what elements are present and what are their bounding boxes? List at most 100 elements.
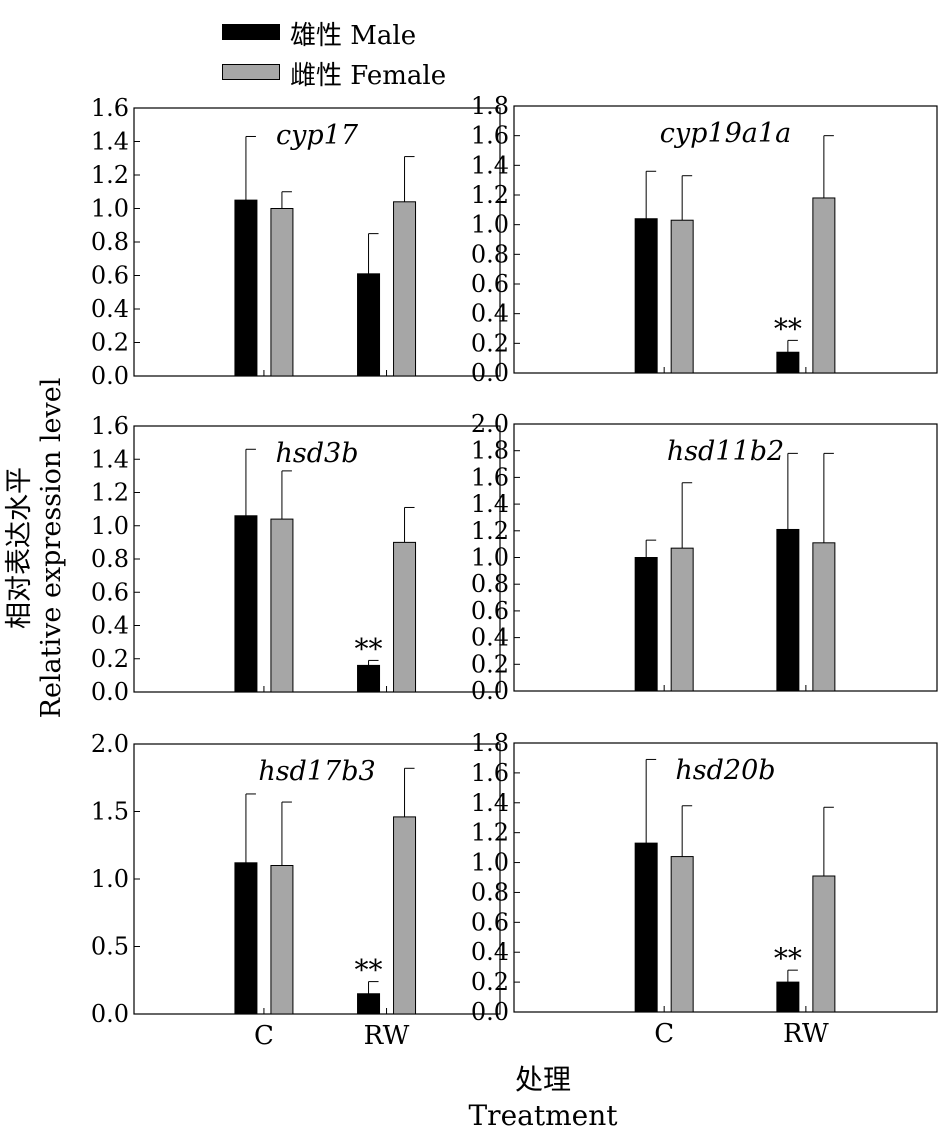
y-tick-label: 2.0: [471, 410, 509, 438]
panel-title: hsd17b3: [258, 756, 375, 787]
y-tick-label: 0.4: [91, 295, 129, 323]
plot-frame: [513, 105, 938, 374]
panel-hsd11b2: 0.00.20.40.60.81.01.21.41.61.82.0 hsd11b2: [471, 410, 938, 705]
y-tick-label: 0.6: [471, 597, 509, 625]
panel-title: cyp17: [276, 120, 359, 151]
legend-label-male: 雄性 Male: [290, 21, 417, 51]
bar-female-C: [670, 547, 694, 692]
bar-female-RW: [812, 875, 836, 1013]
bar-female-C: [270, 518, 294, 693]
x-axis-label-zh: 处理: [514, 1063, 572, 1096]
y-tick-label: 2.0: [91, 730, 129, 758]
legend-swatch-female: [222, 64, 280, 80]
y-tick-label: 0.8: [471, 240, 509, 268]
y-tick-label: 1.4: [471, 789, 509, 817]
bar-male-C: [634, 842, 658, 1013]
panel-title: hsd3b: [276, 438, 359, 469]
y-tick-label: 0.2: [91, 329, 129, 357]
bar-female-RW: [812, 542, 836, 692]
y-tick-label: 1.6: [471, 463, 509, 491]
y-tick-label: 1.6: [471, 759, 509, 787]
panel-hsd3b: 0.0 0.2 0.4 0.6 0.8 1.0 1.2 1.4 1.6 ** hsd3b: [91, 412, 501, 706]
y-tick-label: 1.2: [91, 479, 129, 507]
y-tick-label: 1.2: [471, 517, 509, 545]
y-tick-label: 0.2: [471, 329, 509, 357]
y-tick-label: 0.5: [91, 933, 129, 961]
panel-title: hsd20b: [675, 755, 775, 786]
y-tick-label: 0.6: [91, 262, 129, 290]
y-tick-label: 0.4: [471, 300, 509, 328]
y-tick-label: 1.2: [91, 161, 129, 189]
x-tick-label-RW: RW: [364, 1021, 410, 1051]
x-tick-label-C: C: [654, 1019, 674, 1049]
bar-male-RW: [357, 273, 381, 377]
bar-male-C: [634, 218, 658, 374]
legend-label-female: 雌性 Female: [290, 61, 447, 91]
y-tick-label: 1.2: [471, 819, 509, 847]
x-axis-label-en: Treatment: [468, 1099, 618, 1132]
y-tick-label: 0.0: [91, 678, 129, 706]
legend-swatch-male: [222, 24, 280, 40]
y-tick-label: 0.8: [471, 878, 509, 906]
y-tick-label: 0.0: [471, 359, 509, 387]
y-tick-label: 1.6: [91, 94, 129, 122]
y-tick-label: 1.6: [471, 122, 509, 150]
y-tick-label: 1.0: [91, 195, 129, 223]
bar-female-C: [670, 856, 694, 1013]
significance-marker: **: [355, 632, 383, 665]
bar-female-RW: [393, 541, 417, 693]
bar-female-C: [670, 219, 694, 374]
y-tick-label: 0.8: [91, 228, 129, 256]
y-tick-label: 0.6: [471, 908, 509, 936]
bar-male-RW: [357, 664, 381, 693]
bar-male-RW: [776, 528, 800, 692]
y-tick-label: 1.0: [91, 865, 129, 893]
bar-male-RW: [357, 993, 381, 1015]
y-tick-label: 1.6: [91, 412, 129, 440]
significance-marker: **: [355, 954, 383, 987]
panel-title: cyp19a1a: [660, 118, 791, 149]
bar-male-C: [634, 557, 658, 692]
bar-male-C: [234, 199, 258, 377]
bar-female-RW: [393, 201, 417, 377]
y-tick-label: 0.8: [471, 570, 509, 598]
x-tick-label-RW: RW: [783, 1019, 829, 1049]
y-tick-label: 0.4: [91, 612, 129, 640]
y-tick-label: 0.6: [471, 270, 509, 298]
bar-female-RW: [812, 197, 836, 374]
y-tick-label: 1.4: [91, 445, 129, 473]
panel-hsd17b3: 0.0 0.5 1.0 1.5 2.0 C RW ** hsd17b3: [91, 730, 501, 1051]
y-tick-label: 1.8: [471, 729, 509, 757]
y-tick-label: 0.2: [471, 650, 509, 678]
y-tick-label: 0.0: [91, 1000, 129, 1028]
y-tick-label: 1.5: [91, 798, 129, 826]
y-tick-label: 1.0: [471, 544, 509, 572]
plot-frame: [513, 742, 938, 1013]
bar-female-RW: [393, 816, 417, 1015]
y-tick-label: 0.0: [91, 362, 129, 390]
x-axis-label: 处理 Treatment: [469, 1062, 618, 1134]
y-tick-label: 1.8: [471, 92, 509, 120]
x-tick-label-C: C: [254, 1021, 274, 1051]
y-tick-label: 0.2: [91, 645, 129, 673]
bar-male-RW: [776, 351, 800, 374]
bar-male-C: [234, 862, 258, 1015]
y-tick-label: 1.2: [471, 181, 509, 209]
y-tick-label: 0.4: [471, 624, 509, 652]
y-tick-label: 0.0: [471, 677, 509, 705]
significance-marker: **: [774, 312, 802, 345]
panel-cyp19a1a: 0.00.20.40.60.81.01.21.41.61.8 ** cyp19a1a: [471, 92, 938, 387]
y-tick-label: 1.4: [471, 490, 509, 518]
y-tick-label: 1.0: [471, 211, 509, 239]
y-tick-label: 0.8: [91, 545, 129, 573]
bar-female-C: [270, 865, 294, 1015]
bar-female-C: [270, 208, 294, 377]
y-tick-label: 1.4: [91, 128, 129, 156]
panel-hsd20b: 0.00.20.40.60.81.01.21.41.61.8 C RW ** hsd20…: [471, 729, 938, 1049]
bar-male-RW: [776, 981, 800, 1013]
y-tick-label: 1.0: [471, 849, 509, 877]
y-tick-label: 0.2: [471, 968, 509, 996]
significance-marker: **: [774, 942, 802, 975]
y-tick-label: 0.6: [91, 578, 129, 606]
